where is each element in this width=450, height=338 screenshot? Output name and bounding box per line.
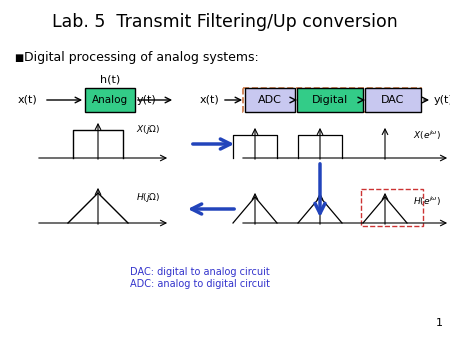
Text: h(t): h(t)	[100, 75, 120, 85]
Text: ADC: ADC	[258, 95, 282, 105]
Text: x(t): x(t)	[18, 95, 38, 105]
Text: 1: 1	[436, 318, 443, 328]
Bar	[243, 88, 421, 112]
Text: Digital processing of analog systems:: Digital processing of analog systems:	[24, 51, 259, 65]
FancyBboxPatch shape	[85, 88, 135, 112]
Text: Digital: Digital	[312, 95, 348, 105]
FancyBboxPatch shape	[297, 88, 363, 112]
Text: $H(j\Omega)$: $H(j\Omega)$	[136, 192, 160, 204]
Text: y(t): y(t)	[434, 95, 450, 105]
Text: DAC: DAC	[381, 95, 405, 105]
FancyBboxPatch shape	[365, 88, 421, 112]
Text: Lab. 5  Transmit Filtering/Up conversion: Lab. 5 Transmit Filtering/Up conversion	[52, 13, 398, 31]
Text: x(t): x(t)	[200, 95, 220, 105]
Text: DAC: digital to analog circuit: DAC: digital to analog circuit	[130, 267, 270, 277]
Text: $H(e^{j\omega})$: $H(e^{j\omega})$	[413, 194, 441, 208]
FancyBboxPatch shape	[245, 88, 295, 112]
Bar	[361, 189, 423, 226]
Text: ADC: analog to digital circuit: ADC: analog to digital circuit	[130, 279, 270, 289]
Text: $X(e^{j\omega})$: $X(e^{j\omega})$	[413, 128, 441, 142]
Text: $X(j\Omega)$: $X(j\Omega)$	[136, 123, 160, 137]
Text: ■: ■	[14, 53, 23, 63]
Text: Analog: Analog	[92, 95, 128, 105]
Text: y(t): y(t)	[137, 95, 157, 105]
